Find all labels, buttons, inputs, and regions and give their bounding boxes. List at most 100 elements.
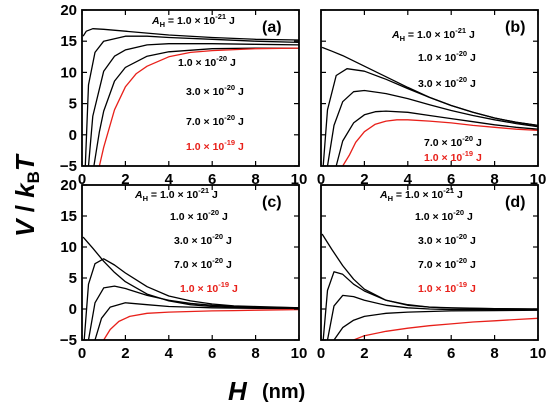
annotation-unit: J (473, 137, 482, 149)
annotation-unit: J (235, 141, 244, 153)
annotation-unit: J (467, 235, 476, 247)
annotation-label: 3.0 × 10-20 J (418, 232, 476, 247)
annotation-exp: -19 (224, 138, 235, 147)
series-line-2 (322, 271, 538, 340)
annotation-exp: -20 (212, 232, 223, 241)
annotation-unit: J (229, 283, 238, 295)
annotation-unit: J (467, 283, 476, 295)
x-tick-label: 8 (490, 171, 498, 188)
panel-label: (d) (505, 194, 525, 211)
annotation-exp: -20 (216, 54, 227, 63)
annotation-text: 7.0 × 10 (418, 259, 456, 271)
annotation-exp: -20 (456, 75, 467, 84)
y-axis-label: V / kBT (10, 153, 43, 237)
y-label-k: k (10, 182, 40, 198)
annotation-unit: J (467, 78, 476, 90)
x-tick-label: 6 (447, 171, 455, 188)
series-line-2 (84, 35, 299, 166)
series-line-1 (82, 236, 299, 310)
x-tick-label: 10 (291, 345, 308, 362)
annotation-text: = 1.0 × 10 (165, 15, 215, 27)
annotation-unit: J (227, 57, 236, 69)
x-tick-label: 6 (208, 345, 216, 362)
annotation-sub: H (143, 194, 148, 203)
annotation-text: 1.0 × 10 (180, 283, 218, 295)
plot-frame (320, 9, 539, 167)
annotation-sub: H (400, 34, 405, 43)
x-tick-label: 2 (121, 171, 129, 188)
x-tick-label: 10 (530, 345, 547, 362)
annotation-unit: J (466, 29, 475, 41)
annotation-label: AH = 1.0 × 10-21 J (151, 12, 235, 29)
panel-label: (b) (505, 19, 525, 36)
annotation-exp: -21 (215, 12, 226, 21)
series-line-3 (326, 294, 538, 340)
y-tick-label: 0 (69, 127, 77, 144)
annotation-unit: J (454, 189, 463, 201)
annotation-text: 1.0 × 10 (415, 211, 453, 223)
plot-frame (81, 9, 300, 167)
x-tick-label: 0 (317, 345, 325, 362)
annotation-exp: -20 (453, 208, 464, 217)
annotation-label: 3.0 × 10-20 J (418, 75, 476, 90)
annotation-exp: -20 (212, 256, 223, 265)
annotation-base: A (391, 29, 400, 41)
x-tick-label: 8 (490, 345, 498, 362)
annotation-label: 3.0 × 10-20 J (186, 83, 244, 98)
annotation-label: 3.0 × 10-20 J (174, 232, 232, 247)
annotation-text: 1.0 × 10 (418, 52, 456, 64)
y-tick-label: 15 (60, 33, 77, 50)
y-label-sub: B (24, 171, 43, 183)
series-line-4 (93, 47, 299, 166)
series-line-4 (333, 309, 538, 340)
x-tick-label: 4 (165, 345, 174, 362)
annotation-text: 3.0 × 10 (174, 235, 212, 247)
x-label-h: H (228, 376, 248, 406)
x-tick-label: 10 (530, 171, 547, 188)
x-tick-label: 6 (208, 171, 216, 188)
annotation-base: A (379, 189, 388, 201)
annotation-text: 3.0 × 10 (418, 235, 456, 247)
annotation-unit: J (467, 52, 476, 64)
annotation-exp: -21 (443, 186, 454, 195)
y-label-t: T (10, 153, 40, 171)
annotation-exp: -20 (224, 113, 235, 122)
series-line-5 (103, 308, 299, 340)
annotation-label: 1.0 × 10-19 J (186, 138, 244, 153)
annotation-label: 7.0 × 10-20 J (186, 113, 244, 128)
annotation-exp: -20 (456, 232, 467, 241)
annotation-text: 3.0 × 10 (418, 78, 456, 90)
annotation-text: = 1.0 × 10 (405, 29, 455, 41)
x-label-unit: (nm) (262, 381, 305, 403)
annotation-label: AH = 1.0 × 10-21 J (391, 26, 475, 43)
x-tick-label: 4 (165, 171, 174, 188)
series-line-5 (98, 47, 299, 166)
svg-text:V / kBT: V / kBT (10, 153, 43, 237)
annotation-sub: H (388, 194, 393, 203)
annotation-label: 1.0 × 10-19 J (424, 149, 482, 164)
annotation-text: 7.0 × 10 (186, 116, 224, 128)
plot-frame (320, 184, 539, 341)
series-group (82, 28, 299, 166)
annotation-exp: -19 (462, 149, 473, 158)
annotation-text: 1.0 × 10 (178, 57, 216, 69)
annotation-text: 1.0 × 10 (418, 283, 456, 295)
annotation-text: = 1.0 × 10 (148, 189, 198, 201)
annotation-text: 1.0 × 10 (424, 152, 462, 164)
series-line-2 (322, 68, 538, 166)
series-line-3 (326, 89, 538, 166)
annotation-exp: -20 (462, 134, 473, 143)
annotation-unit: J (226, 15, 235, 27)
x-tick-label: 10 (291, 171, 308, 188)
annotation-sub: H (160, 20, 165, 29)
x-tick-label: 0 (78, 171, 86, 188)
annotation-unit: J (464, 211, 473, 223)
annotation-label: AH = 1.0 × 10-21 J (134, 186, 218, 203)
annotation-unit: J (223, 235, 232, 247)
panel-b: 0 2 4 6 8 10(b)AH = 1.0 × 10-21 J1.0 × 10-20 … (317, 9, 547, 188)
annotation-unit: J (223, 259, 232, 271)
annotation-text: 7.0 × 10 (424, 137, 462, 149)
annotation-label: 1.0 × 10-19 J (418, 280, 476, 295)
